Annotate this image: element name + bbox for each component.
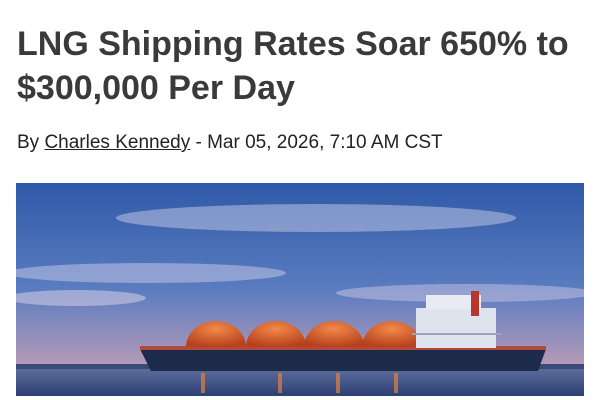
author-link[interactable]: Charles Kennedy <box>44 132 191 153</box>
byline-separator: - <box>190 132 208 153</box>
article-title: LNG Shipping Rates Soar 650% to $300,000… <box>17 25 569 107</box>
article-hero-image <box>16 183 584 396</box>
lng-tanker <box>140 291 546 371</box>
byline: By Charles Kennedy - Mar 05, 2026, 7:10 … <box>17 132 443 154</box>
publish-date: Mar 05, 2026, 7:10 AM CST <box>207 132 443 153</box>
byline-prefix: By <box>17 132 45 153</box>
